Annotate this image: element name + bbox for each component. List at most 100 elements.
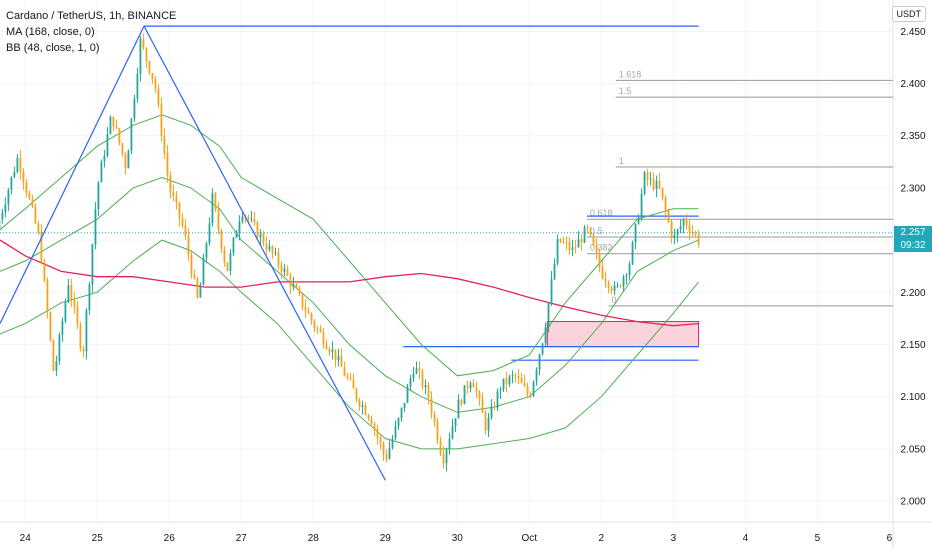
candle-body: [398, 418, 400, 426]
candle-body: [155, 79, 157, 89]
candle-body: [410, 378, 412, 386]
candle-body: [350, 378, 352, 380]
candle-body: [53, 340, 55, 371]
x-tick-label: 3: [671, 533, 677, 544]
candle-body: [314, 321, 316, 328]
candle-body: [617, 285, 619, 286]
candle-body: [68, 285, 70, 302]
candle-body: [260, 234, 262, 238]
candle-body: [443, 454, 445, 463]
candle-body: [455, 418, 457, 426]
candle-body: [587, 227, 589, 228]
candle-body: [584, 227, 586, 242]
candle-body: [290, 275, 292, 286]
candle-body: [170, 175, 172, 192]
candle-body: [107, 134, 109, 156]
candle-body: [671, 222, 673, 238]
candle-body: [491, 407, 493, 418]
candle-body: [656, 181, 658, 189]
candle-body: [239, 221, 241, 233]
candle-body: [458, 400, 460, 418]
candle-body: [332, 349, 334, 352]
candle-body: [674, 235, 676, 238]
candle-body: [2, 213, 4, 220]
x-tick-label: Oct: [522, 533, 538, 544]
candle-body: [320, 329, 322, 332]
candle-body: [527, 386, 529, 394]
candle-body: [602, 267, 604, 279]
candle-body: [17, 158, 19, 172]
candle-body: [533, 382, 535, 396]
candle-body: [29, 193, 31, 199]
current-price-label: 2.257 09:32: [894, 226, 932, 252]
candle-body: [275, 253, 277, 254]
candle-body: [653, 179, 655, 190]
candle-body: [512, 375, 514, 376]
candle-body: [317, 328, 319, 329]
candle-body: [683, 220, 685, 227]
candle-body: [548, 303, 550, 328]
bb-indicator-label[interactable]: BB (48, close, 1, 0): [6, 40, 176, 56]
candle-body: [194, 275, 196, 278]
y-tick-label: 2.000: [900, 497, 925, 508]
candle-body: [575, 247, 577, 248]
candle-body: [95, 209, 97, 244]
candle-body: [278, 253, 280, 265]
candle-body: [227, 262, 229, 271]
candle-body: [200, 285, 202, 297]
candle-body: [329, 349, 331, 352]
candle-body: [467, 385, 469, 388]
candle-body: [110, 117, 112, 134]
x-tick-label: 26: [164, 533, 176, 544]
candle-body: [374, 424, 376, 429]
candle-body: [470, 383, 472, 388]
ma-indicator-label[interactable]: MA (168, close, 0): [6, 24, 176, 40]
x-tick-label: 29: [380, 533, 392, 544]
candle-body: [341, 356, 343, 367]
candle-body: [191, 255, 193, 275]
candle-body: [425, 385, 427, 387]
candle-body: [551, 279, 553, 303]
currency-badge[interactable]: USDT: [892, 6, 927, 22]
x-tick-label: 4: [743, 533, 749, 544]
candle-body: [641, 194, 643, 218]
candle-body: [5, 205, 7, 213]
candle-body: [452, 426, 454, 439]
candle-body: [44, 262, 46, 280]
candle-body: [632, 242, 634, 264]
fib-level-label: 0.5: [590, 226, 603, 236]
candle-body: [608, 282, 610, 288]
candle-body: [689, 225, 691, 232]
candle-body: [347, 376, 349, 378]
y-tick-label: 2.400: [900, 79, 925, 90]
candle-body: [101, 162, 103, 183]
candle-body: [407, 387, 409, 403]
candle-body: [518, 376, 520, 378]
candle-body: [119, 128, 121, 143]
candle-body: [59, 335, 61, 361]
candle-body: [32, 199, 34, 207]
y-tick-label: 2.050: [900, 444, 925, 455]
candle-body: [311, 314, 313, 321]
candle-body: [644, 172, 646, 194]
candle-body: [254, 219, 256, 223]
candle-body: [377, 429, 379, 437]
candle-body: [158, 89, 160, 105]
candle-body: [392, 439, 394, 448]
candle-body: [35, 206, 37, 223]
symbol-title[interactable]: Cardano / TetherUS, 1h, BINANCE: [6, 8, 176, 24]
candle-body: [137, 74, 139, 99]
candle-body: [233, 238, 235, 253]
candle-body: [251, 219, 253, 220]
candle-body: [89, 285, 91, 311]
candle-body: [284, 268, 286, 271]
candle-body: [23, 172, 25, 183]
candle-body: [428, 385, 430, 398]
candle-body: [14, 172, 16, 177]
candle-body: [578, 239, 580, 247]
candle-body: [599, 253, 601, 266]
candle-body: [353, 379, 355, 388]
candle-body: [404, 403, 406, 408]
